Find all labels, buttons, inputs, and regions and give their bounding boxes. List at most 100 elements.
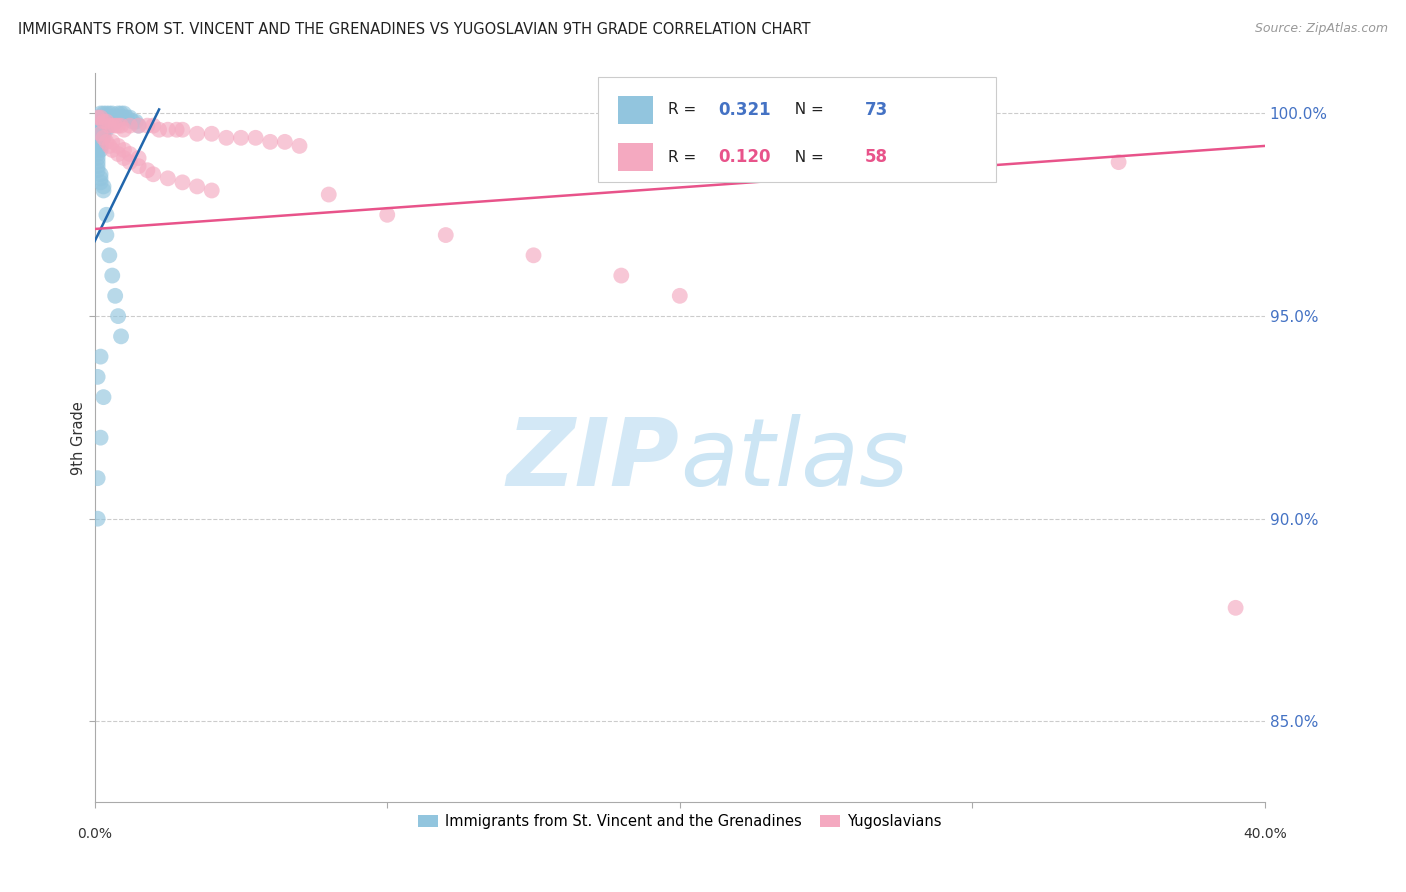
Point <box>93 114 115 128</box>
Point <box>93 111 115 125</box>
Point <box>93 130 115 145</box>
Point <box>86 159 108 173</box>
Point <box>118 155 141 169</box>
Point <box>259 135 281 149</box>
Point <box>522 248 544 262</box>
Point <box>128 119 150 133</box>
Point <box>98 114 121 128</box>
Text: 40.0%: 40.0% <box>1243 827 1286 841</box>
Point <box>86 155 108 169</box>
Point <box>90 431 112 445</box>
Text: 0.120: 0.120 <box>718 148 770 166</box>
Point <box>90 111 112 125</box>
Point <box>86 111 108 125</box>
FancyBboxPatch shape <box>598 77 995 182</box>
Point <box>128 159 150 173</box>
Point <box>215 130 238 145</box>
Point <box>86 119 108 133</box>
Point <box>110 106 132 120</box>
Point <box>136 119 159 133</box>
Point <box>98 119 121 133</box>
Point <box>86 122 108 136</box>
Point <box>1108 155 1130 169</box>
Text: 73: 73 <box>865 101 889 119</box>
Point <box>142 167 165 181</box>
Point <box>93 130 115 145</box>
Point <box>90 167 112 181</box>
Point <box>86 130 108 145</box>
Point <box>90 122 112 136</box>
Point <box>118 147 141 161</box>
Point <box>90 106 112 120</box>
Point <box>96 228 118 243</box>
Point <box>90 350 112 364</box>
Point <box>96 208 118 222</box>
Point <box>86 143 108 157</box>
Point <box>148 122 170 136</box>
Point <box>96 114 118 128</box>
Point <box>110 119 132 133</box>
Point <box>90 130 112 145</box>
Point <box>124 114 146 128</box>
Point <box>96 122 118 136</box>
Point <box>101 268 124 283</box>
Point <box>86 111 108 125</box>
Text: IMMIGRANTS FROM ST. VINCENT AND THE GRENADINES VS YUGOSLAVIAN 9TH GRADE CORRELAT: IMMIGRANTS FROM ST. VINCENT AND THE GREN… <box>18 22 811 37</box>
Bar <box>617 144 652 171</box>
Point <box>107 139 129 153</box>
Point <box>93 179 115 194</box>
Point <box>98 119 121 133</box>
Text: R =: R = <box>668 150 702 164</box>
Point <box>86 147 108 161</box>
Point <box>101 143 124 157</box>
Point <box>288 139 311 153</box>
Point <box>962 151 984 165</box>
Point <box>86 127 108 141</box>
Point <box>86 471 108 485</box>
Text: atlas: atlas <box>679 414 908 505</box>
Point <box>112 122 135 136</box>
Point <box>107 106 129 120</box>
Point <box>118 119 141 133</box>
Point <box>96 114 118 128</box>
Point <box>610 268 633 283</box>
Point <box>201 184 224 198</box>
Point <box>98 248 121 262</box>
Point <box>98 111 121 125</box>
Point <box>93 119 115 133</box>
Text: Source: ZipAtlas.com: Source: ZipAtlas.com <box>1254 22 1388 36</box>
Text: 58: 58 <box>865 148 887 166</box>
Point <box>107 147 129 161</box>
Point <box>142 119 165 133</box>
Point <box>101 106 124 120</box>
Text: N =: N = <box>785 150 828 164</box>
Point <box>86 511 108 525</box>
Point <box>172 122 194 136</box>
Point <box>96 135 118 149</box>
Text: ZIP: ZIP <box>508 414 679 506</box>
Point <box>90 139 112 153</box>
Point <box>86 370 108 384</box>
Point <box>112 111 135 125</box>
Point <box>128 119 150 133</box>
Point <box>104 289 127 303</box>
Point <box>101 135 124 149</box>
Point <box>104 114 127 128</box>
Point <box>93 122 115 136</box>
Point <box>107 119 129 133</box>
Point <box>815 143 838 157</box>
Text: N =: N = <box>785 103 828 118</box>
Point <box>903 147 925 161</box>
Point <box>201 127 224 141</box>
Point <box>90 111 112 125</box>
Point <box>112 143 135 157</box>
Point <box>110 329 132 343</box>
Point <box>93 390 115 404</box>
Y-axis label: 9th Grade: 9th Grade <box>72 401 86 475</box>
Point <box>112 106 135 120</box>
Point <box>104 119 127 133</box>
Point <box>96 111 118 125</box>
Point <box>156 171 179 186</box>
Point <box>90 114 112 128</box>
Point <box>90 171 112 186</box>
